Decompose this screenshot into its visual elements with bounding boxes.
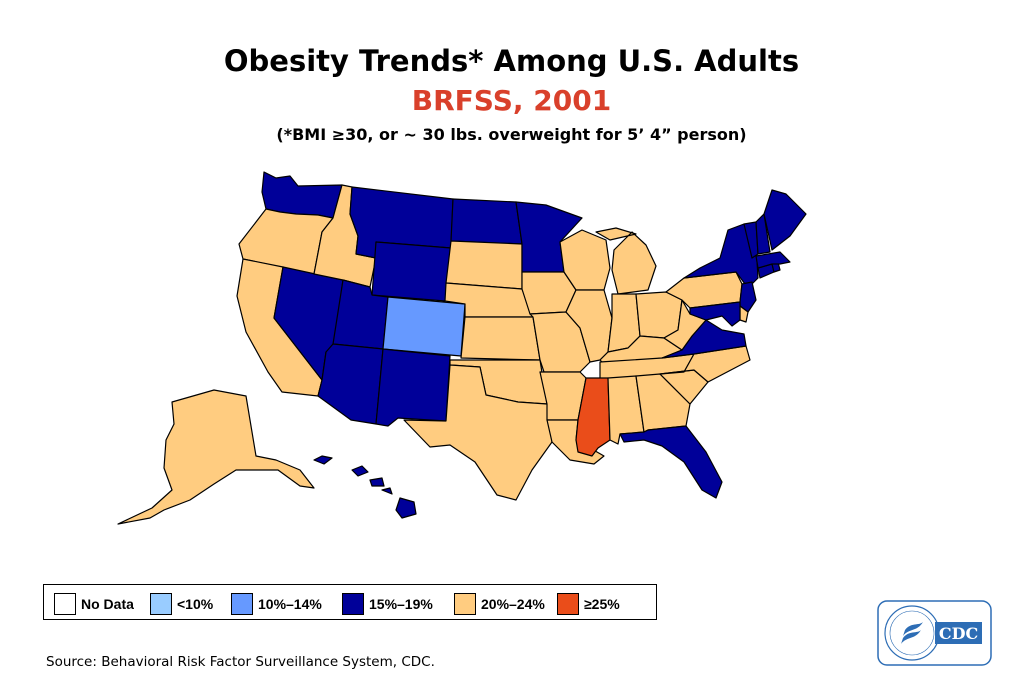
state-co (382, 296, 466, 357)
legend-item-15-19: 15%–19% (342, 593, 433, 615)
state-sd (445, 240, 523, 290)
legend-swatch-10-14 (231, 593, 253, 615)
legend-swatch-no-data (54, 593, 76, 615)
state-nd (450, 198, 523, 245)
state-md (689, 301, 741, 327)
legend-label: No Data (81, 596, 134, 612)
state-ma (755, 251, 791, 269)
state-wy (371, 241, 452, 302)
state-tx (403, 364, 553, 501)
state-mi (595, 227, 657, 295)
map-subtitle: BRFSS, 2001 (411, 84, 612, 117)
legend-swatch-20-24 (454, 593, 476, 615)
state-me (763, 189, 807, 251)
legend-label: ≥25% (584, 596, 620, 612)
legend-swatch-ge25 (557, 593, 579, 615)
map-note: (*BMI ≥30, or ~ 30 lbs. overweight for 5… (276, 125, 747, 144)
legend-label: 10%–14% (258, 596, 322, 612)
source-note: Source: Behavioral Risk Factor Surveilla… (46, 654, 435, 670)
cdc-logo: CDC (877, 600, 992, 666)
legend-swatch-lt10 (150, 593, 172, 615)
legend: No Data <10% 10%–14% 15%–19% 20%–24% ≥25… (43, 584, 657, 620)
legend-swatch-15-19 (342, 593, 364, 615)
legend-item-10-14: 10%–14% (231, 593, 322, 615)
legend-item-lt10: <10% (150, 593, 213, 615)
state-ak (117, 389, 315, 525)
cdc-logo-text: CDC (939, 624, 978, 643)
legend-item-ge25: ≥25% (557, 593, 620, 615)
legend-item-20-24: 20%–24% (454, 593, 545, 615)
state-hi (313, 455, 417, 519)
state-wi (559, 229, 611, 291)
state-fl (619, 425, 723, 499)
legend-label: <10% (177, 596, 214, 612)
legend-label: 20%–24% (481, 596, 545, 612)
state-nm (375, 348, 451, 427)
map-title: Obesity Trends* Among U.S. Adults (223, 44, 800, 78)
state-nh (755, 213, 771, 255)
state-az (317, 343, 384, 425)
legend-label: 15%–19% (369, 596, 433, 612)
legend-item-no-data: No Data (54, 593, 134, 615)
state-ks (460, 316, 541, 361)
